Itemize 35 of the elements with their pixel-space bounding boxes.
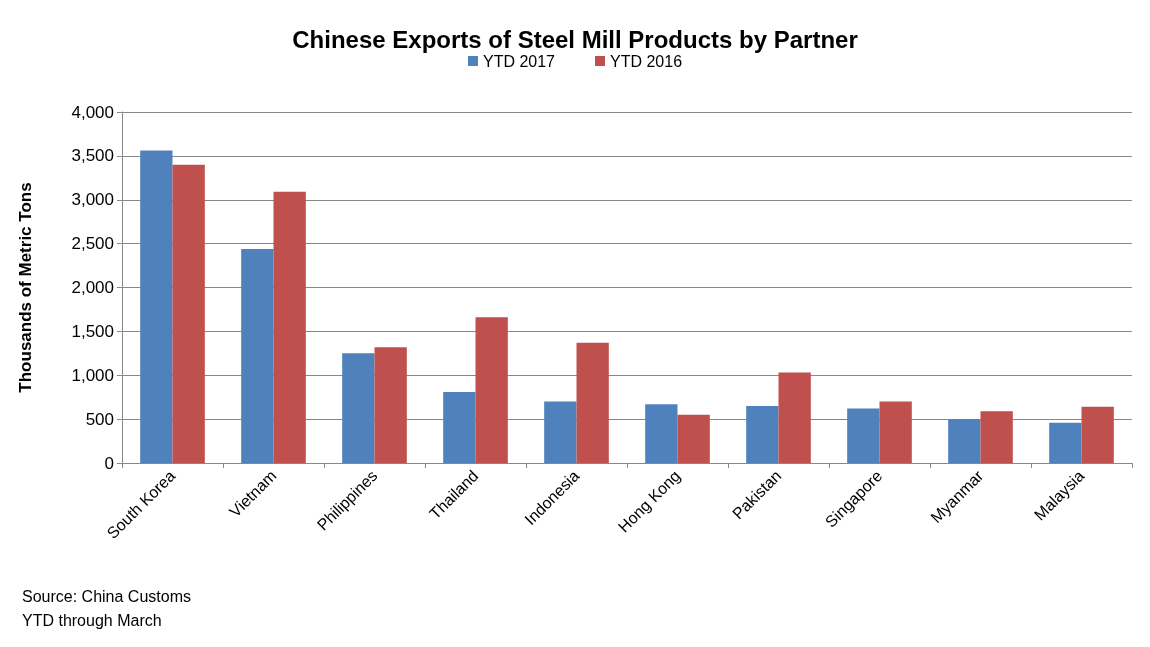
bar [948,419,981,463]
bar [847,408,880,463]
bar [746,405,779,463]
y-tick-label: 4,000 [71,102,114,122]
y-tick-label: 2,000 [71,278,114,297]
y-tick-label: 3,500 [71,146,114,166]
bar [1049,422,1082,463]
y-tick-label: 1,500 [71,321,114,341]
chart-title: Chinese Exports of Steel Mill Products by Partner [292,25,858,53]
y-tick-label: 0 [104,453,114,473]
legend-label: YTD 2017 [482,52,556,70]
y-tick-label: 2,500 [71,234,114,254]
bar [645,404,678,463]
source-note: Source: China Customs [22,587,191,605]
bar [273,191,306,463]
legend-label: YTD 2016 [610,52,683,70]
y-axis-title: Thousands of Metric Tons [16,182,35,393]
bar [677,414,710,463]
bar [342,353,375,463]
bar [241,248,274,463]
bar [140,150,173,463]
y-tick-label: 1,000 [71,365,114,385]
bar [576,342,609,463]
bar [778,372,811,463]
bar [980,411,1013,463]
bar [443,391,476,463]
bar [172,164,205,463]
bar [544,401,577,463]
text: YTD through March [22,611,162,629]
y-tick-label: 500 [85,409,114,429]
y-tick-label: 3,000 [71,190,114,210]
bar [475,317,508,463]
bar [1081,406,1114,463]
bar [879,401,912,463]
bar [374,347,407,463]
